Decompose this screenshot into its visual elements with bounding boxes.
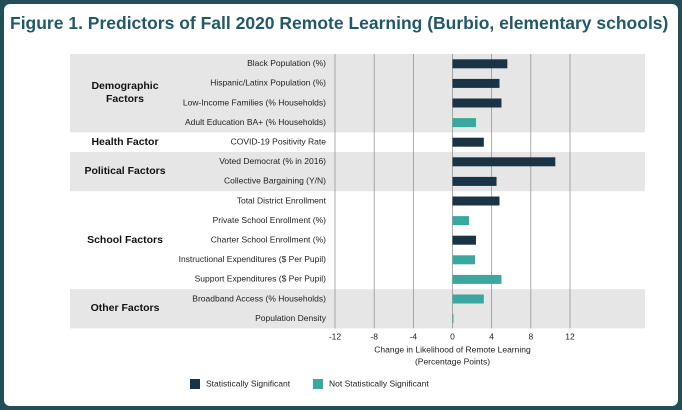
bar	[452, 157, 556, 167]
group-band	[70, 54, 645, 133]
bar	[452, 196, 500, 206]
x-tick-label: 12	[565, 332, 575, 342]
legend-swatch	[313, 379, 323, 389]
category-label: Hispanic/Latinx Population (%)	[210, 78, 326, 88]
group-label-box: Health Factor	[91, 135, 159, 148]
bar	[452, 216, 470, 226]
group-label: Political Factors	[84, 165, 166, 178]
bar	[452, 294, 484, 304]
bar	[452, 137, 484, 147]
bar	[452, 255, 476, 265]
category-label: Black Population (%)	[247, 58, 326, 68]
legend-label: Statistically Significant	[206, 378, 291, 388]
group-label: Health Factor	[91, 135, 159, 148]
chart-title: Figure 1. Predictors of Fall 2020 Remote…	[10, 13, 669, 33]
category-label: Support Expenditures ($ Per Pupil)	[195, 274, 327, 284]
category-label: Collective Bargaining (Y/N)	[224, 176, 326, 186]
category-label: COVID-19 Positivity Rate	[231, 136, 327, 146]
category-label: Population Density	[255, 313, 327, 323]
group-label-box: Other Factors	[90, 302, 160, 315]
bar	[452, 274, 502, 284]
chart: Demographic Factors Black Population (%) H…	[70, 54, 645, 389]
group-band	[70, 289, 645, 329]
group-label: Demographic Factors	[91, 80, 159, 106]
category-label: Private School Enrollment (%)	[213, 215, 327, 225]
bar	[452, 78, 500, 88]
group-label-box: Political Factors	[84, 165, 166, 178]
x-tick-label: 0	[450, 332, 455, 342]
group-label-box: Demographic Factors	[91, 80, 159, 106]
frame: Figure 1. Predictors of Fall 2020 Remote…	[4, 4, 678, 406]
bar	[452, 98, 502, 108]
legend-label: Not Statistically Significant	[329, 378, 429, 388]
group-label: Other Factors	[90, 302, 160, 315]
x-axis-title: Change in Likelihood of Remote Learning(…	[374, 345, 531, 367]
group-label: School Factors	[87, 233, 163, 246]
category-label: Broadband Access (% Households)	[192, 293, 326, 303]
x-tick-label: 8	[528, 332, 533, 342]
x-tick-label: 4	[489, 332, 494, 342]
legend-swatch	[190, 379, 200, 389]
bar	[452, 59, 508, 69]
bar	[452, 176, 497, 186]
category-label: Adult Education BA+ (% Households)	[185, 117, 326, 127]
group-label-box: School Factors	[87, 233, 163, 246]
category-label: Total District Enrollment	[237, 195, 327, 205]
x-tick-label: -12	[329, 332, 342, 342]
category-label: Instructional Expenditures ($ Per Pupil)	[179, 254, 327, 264]
bar	[452, 314, 454, 324]
bar	[452, 118, 476, 128]
x-tick-label: -8	[370, 332, 378, 342]
x-tick-label: -4	[410, 332, 418, 342]
category-label: Voted Democrat (% in 2016)	[219, 156, 326, 166]
category-label: Low-Income Families (% Households)	[183, 97, 326, 107]
bar	[452, 235, 476, 245]
category-label: Charter School Enrollment (%)	[211, 234, 326, 244]
